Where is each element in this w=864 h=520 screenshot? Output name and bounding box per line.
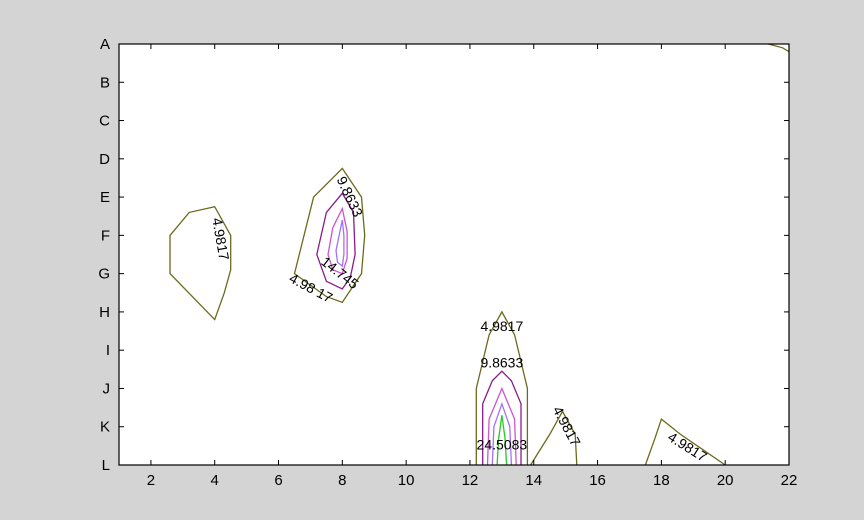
y-tick-label: A bbox=[100, 36, 110, 53]
contour-line-c4 bbox=[327, 206, 348, 275]
contour-label: 4.9817 bbox=[209, 216, 232, 261]
plot-frame bbox=[118, 43, 790, 466]
x-tick-label: 18 bbox=[653, 472, 670, 489]
x-tick-label: 8 bbox=[338, 472, 346, 489]
contour-line-c5 bbox=[335, 219, 345, 268]
y-tick-label: H bbox=[99, 304, 110, 321]
contour-line-c8 bbox=[486, 386, 517, 466]
contour-label: 4.9817 bbox=[480, 318, 523, 334]
y-tick-label: K bbox=[100, 419, 110, 436]
contour-label: 9.8633 bbox=[480, 354, 523, 370]
y-tick-label: L bbox=[102, 457, 110, 474]
y-tick-label: E bbox=[100, 189, 110, 206]
y-tick-label: D bbox=[99, 151, 110, 168]
contour-line-c13 bbox=[768, 43, 790, 53]
x-axis: 2 4 6 8 10 12 14 16 18 20 22 bbox=[147, 44, 798, 489]
contour-line-c7 bbox=[482, 370, 522, 465]
y-axis: A B C D E F G H I J K L bbox=[98, 36, 789, 474]
x-tick-label: 12 bbox=[462, 472, 479, 489]
contour-line-c12 bbox=[644, 418, 726, 466]
y-tick-label: I bbox=[106, 342, 110, 359]
y-tick-label: G bbox=[98, 266, 110, 283]
y-tick-label: C bbox=[99, 113, 110, 130]
contour-layer bbox=[169, 43, 790, 466]
y-tick-label: F bbox=[101, 227, 110, 244]
x-tick-label: 4 bbox=[211, 472, 219, 489]
y-tick-label: J bbox=[103, 380, 111, 397]
x-tick-label: 14 bbox=[525, 472, 542, 489]
y-tick-label: B bbox=[100, 74, 110, 91]
x-tick-label: 2 bbox=[147, 472, 155, 489]
x-tick-label: 20 bbox=[717, 472, 734, 489]
contour-line-c1 bbox=[169, 205, 232, 321]
contour-line-c6 bbox=[475, 310, 529, 465]
x-tick-label: 22 bbox=[781, 472, 798, 489]
x-tick-label: 10 bbox=[398, 472, 415, 489]
x-tick-label: 6 bbox=[274, 472, 282, 489]
x-tick-label: 16 bbox=[589, 472, 606, 489]
contour-label: 24.5083 bbox=[477, 437, 528, 453]
contour-line-c11 bbox=[530, 410, 578, 466]
contour-line-c10 bbox=[496, 415, 508, 466]
contour-line-c9 bbox=[491, 401, 513, 466]
contour-line-c3 bbox=[316, 192, 356, 290]
contour-line-c2 bbox=[293, 167, 366, 304]
